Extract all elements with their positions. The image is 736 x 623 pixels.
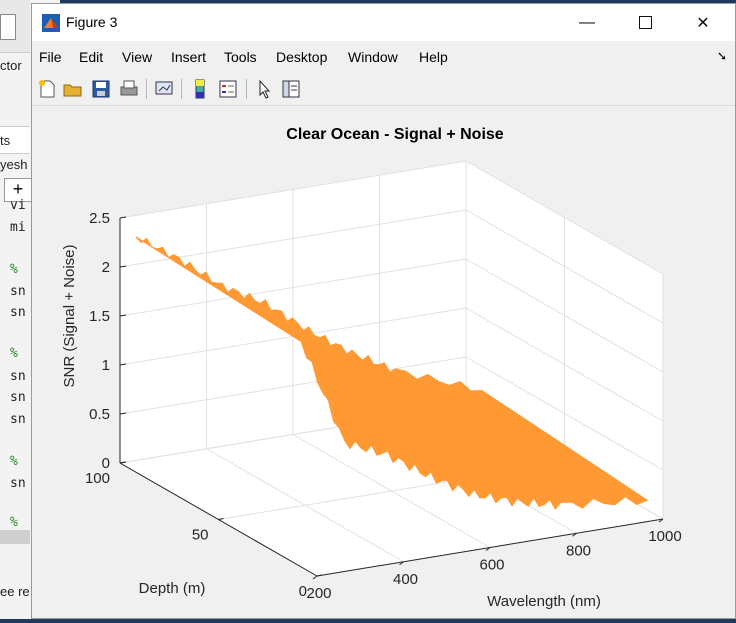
minimize-button[interactable]: — — [558, 4, 616, 41]
z-tick-mark — [119, 412, 127, 415]
bg-tab-strip[interactable]: ts — [0, 126, 30, 154]
insert-colorbar-icon[interactable] — [189, 78, 211, 100]
menu-window[interactable]: Window — [348, 49, 398, 65]
x-tick-mark — [485, 547, 491, 551]
y-tick-label: 50 — [192, 527, 209, 544]
z-tick-mark — [119, 461, 127, 464]
y-axis-label: Depth (m) — [139, 580, 206, 597]
menu-file[interactable]: File — [39, 49, 62, 65]
matlab-logo-icon — [42, 14, 60, 32]
dock-arrow-icon[interactable]: ➘ — [716, 49, 727, 63]
z-tick-label: 1 — [102, 357, 110, 374]
y-tick-mark — [218, 518, 224, 520]
menu-insert[interactable]: Insert — [171, 49, 207, 65]
menu-view[interactable]: View — [122, 49, 153, 65]
surface-mesh — [135, 236, 649, 510]
grid-line — [465, 160, 664, 275]
z-tick-label: 0.5 — [89, 406, 110, 423]
menu-edit[interactable]: Edit — [79, 49, 104, 65]
x-axis-label: Wavelength (nm) — [487, 593, 601, 610]
y-tick-mark — [316, 574, 323, 577]
title-bar[interactable]: Figure 3 — ✕ — [32, 4, 735, 41]
bg-code-comment: % — [10, 515, 18, 530]
bg-label-ts: ts — [0, 133, 11, 148]
z-tick-mark — [119, 265, 127, 268]
x-tick-label: 800 — [566, 542, 591, 559]
menu-desktop[interactable]: Desktop — [276, 49, 328, 65]
z-tick-mark — [119, 216, 127, 219]
close-button[interactable]: ✕ — [674, 4, 732, 41]
z-axis-label: SNR (Signal + Noise) — [61, 245, 78, 388]
bg-status-label: ee re — [0, 584, 30, 599]
bg-label-yesh: yesh — [0, 157, 28, 172]
x-tick-label: 200 — [306, 585, 331, 602]
bg-code-comment: % — [10, 346, 18, 361]
bg-code-line: sn — [10, 369, 26, 384]
toolbar-separator — [146, 79, 147, 99]
bg-label-ctor: ctor — [0, 58, 22, 73]
property-inspector-icon[interactable] — [280, 78, 302, 100]
plot-area[interactable]: Clear Ocean - Signal + Noise 200 400 600 80… — [32, 106, 735, 618]
bg-scrollbar[interactable] — [0, 530, 30, 544]
bg-code-line: sn — [10, 284, 26, 299]
x-tick-mark — [312, 575, 318, 580]
grid-line — [119, 258, 467, 317]
x-tick-label: 1000 — [648, 528, 681, 545]
bg-code-line: sn — [10, 476, 26, 491]
bg-code-comment: % — [10, 262, 18, 277]
surface-plot[interactable]: Clear Ocean - Signal + Noise 20040060080… — [32, 106, 735, 618]
grid-line — [119, 160, 467, 219]
z-tick-mark — [119, 314, 127, 317]
bg-code-line: vi — [10, 198, 26, 213]
x-tick-mark — [658, 518, 664, 523]
grid-line — [465, 258, 664, 373]
link-plot-icon[interactable] — [153, 78, 175, 100]
maximize-button[interactable] — [616, 4, 674, 41]
chart-title: Clear Ocean - Signal + Noise — [286, 126, 504, 143]
grid-line — [119, 356, 467, 415]
z-tick-label: 2 — [102, 259, 110, 276]
minimize-icon: — — [579, 13, 595, 31]
open-file-icon[interactable] — [62, 78, 84, 100]
x-tick-mark — [399, 561, 404, 566]
x-tick-mark — [572, 532, 577, 537]
bg-code-line: mi — [10, 220, 26, 235]
y-tick-label: 0 — [299, 583, 307, 600]
toolbar-separator — [181, 79, 182, 99]
grid-line — [465, 307, 664, 422]
background-tool-icon — [0, 14, 16, 40]
save-icon[interactable] — [90, 78, 112, 100]
maximize-icon — [638, 16, 652, 29]
grid-line — [465, 209, 664, 324]
window-title: Figure 3 — [66, 14, 118, 30]
z-tick-label: 0 — [102, 455, 110, 472]
surface-patch — [135, 236, 649, 510]
insert-legend-icon[interactable] — [217, 78, 239, 100]
close-icon: ✕ — [696, 14, 710, 32]
edit-plot-icon[interactable] — [254, 78, 276, 100]
figure-window: Figure 3 — ✕ File Edit View Insert Tools… — [31, 3, 736, 619]
bg-code-line: sn — [10, 412, 26, 427]
print-icon[interactable] — [118, 78, 140, 100]
bg-code-line: sn — [10, 390, 26, 405]
figure-toolbar — [32, 71, 735, 106]
grid-line — [465, 356, 664, 471]
menu-help[interactable]: Help — [419, 49, 448, 65]
toolbar-separator — [246, 79, 247, 99]
background-toolstrip — [0, 0, 30, 53]
x-tick-label: 600 — [479, 557, 504, 574]
z-tick-label: 1.5 — [89, 308, 110, 325]
bg-code-line: sn — [10, 305, 26, 320]
menu-bar: File Edit View Insert Tools Desktop Wind… — [32, 41, 735, 71]
z-tick-label: 2.5 — [89, 210, 110, 227]
new-figure-icon[interactable] — [36, 78, 58, 100]
menu-tools[interactable]: Tools — [224, 49, 257, 65]
z-tick-mark — [119, 363, 127, 366]
x-tick-label: 400 — [393, 571, 418, 588]
bg-code-comment: % — [10, 454, 18, 469]
axes-box — [119, 160, 664, 577]
y-tick-label: 100 — [85, 470, 110, 487]
